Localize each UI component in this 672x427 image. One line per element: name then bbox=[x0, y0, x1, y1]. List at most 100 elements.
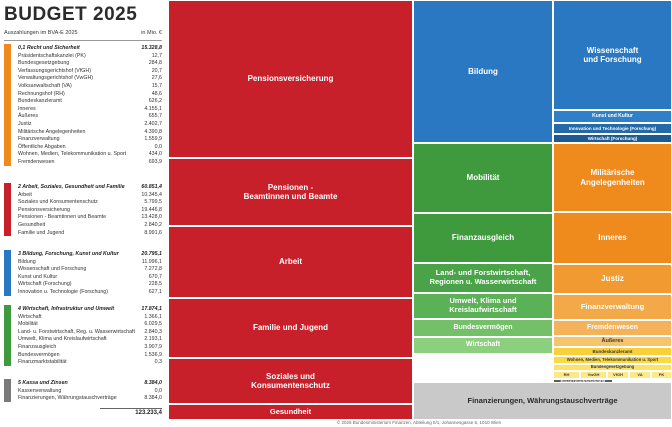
tile-label: Kunst und Kultur bbox=[592, 112, 633, 119]
legend-item-value: 13.428,0 bbox=[141, 214, 162, 221]
legend-item: Verfassungsgerichtshof (VfGH) 20,7 bbox=[18, 67, 162, 75]
legend-item-value: 15,7 bbox=[151, 83, 162, 89]
legend-item-label: Militärische Angelegenheiten bbox=[18, 128, 86, 135]
tile-label: Innovation und Technologie (Forschung) bbox=[568, 125, 657, 131]
legend-item-value: 8.991,6 bbox=[144, 229, 162, 236]
legend-item-label: Wissenschaft und Forschung bbox=[18, 266, 87, 273]
tile-label: Pensionsversicherung bbox=[247, 74, 334, 84]
tile-label: Bundeskanzleramt bbox=[592, 348, 633, 354]
treemap-tile: Bundeskanzleramt bbox=[553, 347, 672, 356]
legend-item: Innovation u. Technologie (Forschung) 627… bbox=[18, 288, 162, 296]
legend-item-label: Finanzierungen, Währungstauschverträge bbox=[18, 395, 117, 402]
treemap-tile: Bundesgesetzgebung bbox=[553, 364, 672, 371]
legend-item: Wissenschaft und Forschung 7.272,8 bbox=[18, 265, 162, 273]
legend-item-value: 19.446,8 bbox=[141, 206, 162, 213]
treemap-tile: Arbeit bbox=[168, 226, 413, 298]
treemap-tile: Pensionen - Beamtinnen und Beamte bbox=[168, 158, 413, 226]
legend-item-value: 434,0 bbox=[148, 151, 162, 158]
treemap-tile: Mobilität bbox=[413, 143, 553, 213]
treemap-tile: Bundesvermögen bbox=[413, 319, 553, 337]
legend-item-value: 6.029,5 bbox=[144, 321, 162, 328]
tile-label: Bundesgesetzgebung bbox=[590, 364, 635, 370]
legend-item-value: 7.272,8 bbox=[144, 266, 162, 273]
legend-item: Finanzierungen, Währungstauschverträge 8.… bbox=[18, 394, 162, 402]
legend-item-label: Bildung bbox=[18, 258, 36, 265]
tile-label: Umwelt, Klima und Kreislaufwirtschaft bbox=[449, 296, 517, 314]
legend-item: Land- u. Forstwirtschaft, Reg. u. Wasser… bbox=[18, 328, 162, 336]
legend-group-heading-label: 0,1 Recht und Sicherheit bbox=[18, 45, 80, 51]
treemap-tile: RH bbox=[553, 371, 580, 379]
legend-item-label: Umwelt, Klima und Kreislaufwirtschaft bbox=[18, 336, 107, 343]
legend-item-label: Öffentliche Abgaben bbox=[18, 143, 66, 150]
tile-label: Wissenschaft und Forschung bbox=[583, 45, 642, 64]
treemap-tile: Bildung bbox=[413, 0, 553, 143]
legend-item-label: Pensionsversicherung bbox=[18, 206, 71, 213]
treemap-tile: Wirtschaft (Forschung) bbox=[553, 134, 672, 143]
legend-item-label: Kunst und Kultur bbox=[18, 273, 58, 280]
subtitle: Auszahlungen im BVA-E 2025 bbox=[4, 30, 78, 36]
legend-item-value: 693,9 bbox=[148, 159, 162, 165]
legend-item: Wohnen, Medien, Telekommunikation u. Spo… bbox=[18, 150, 162, 158]
tile-label: Bundesvermögen bbox=[453, 323, 513, 331]
legend-item-value: 27,6 bbox=[151, 75, 162, 82]
legend-item: Kassenverwaltung 0,0 bbox=[18, 387, 162, 395]
legend-item-value: 2.193,1 bbox=[144, 336, 162, 343]
tile-label: Wirtschaft bbox=[465, 341, 501, 349]
treemap-tile: Umwelt, Klima und Kreislaufwirtschaft bbox=[413, 293, 553, 319]
legend-item-value: 20,7 bbox=[151, 67, 162, 74]
legend-item: Öffentliche Abgaben 0,0 bbox=[18, 143, 162, 151]
treemap-tile: Wohnen, Medien, Telekommunikation u. Spo… bbox=[553, 356, 672, 364]
legend-group-heading-label: 4 Wirtschaft, Infrastruktur und Umwelt bbox=[18, 306, 115, 312]
tile-label: Gesundheit bbox=[269, 406, 312, 416]
legend-item-label: Verwaltungsgerichtshof (VwGH) bbox=[18, 75, 94, 82]
legend-item-label: Wirtschaft (Forschung) bbox=[18, 281, 72, 288]
tile-label: VA bbox=[637, 371, 643, 377]
legend-item-label: Arbeit bbox=[18, 191, 32, 198]
legend-group-heading-value: 15.328,8 bbox=[141, 45, 162, 51]
legend-item-label: Kassenverwaltung bbox=[18, 387, 62, 394]
tile-label: Militärische Angelegenheiten bbox=[580, 168, 645, 187]
legend-item-label: Wirtschaft bbox=[18, 313, 42, 320]
legend-item: Pensionsversicherung 19.446,8 bbox=[18, 206, 162, 214]
group-color-bar bbox=[4, 183, 11, 237]
legend-item: Inneres 4.155,1 bbox=[18, 105, 162, 113]
legend-item: Wirtschaft (Forschung) 228,5 bbox=[18, 280, 162, 288]
treemap-tile: Finanzverwaltung bbox=[553, 294, 672, 320]
legend-item-label: Familie und Jugend bbox=[18, 229, 65, 236]
legend-item-label: Präsidentschaftskanzlei (PK) bbox=[18, 52, 86, 59]
tile-label: Land- und Forstwirtschaft, Regionen u. W… bbox=[429, 268, 537, 286]
legend-item-label: Soziales und Konsumentenschutz bbox=[18, 199, 98, 206]
legend-group-heading-value: 8.384,0 bbox=[144, 380, 162, 386]
treemap-tile: Äußeres bbox=[553, 336, 672, 347]
legend-item-label: Land- u. Forstwirtschaft, Reg. u. Wasser… bbox=[18, 328, 135, 335]
legend-item-value: 1.536,9 bbox=[144, 351, 162, 358]
legend-item-label: Fremdenwesen bbox=[18, 159, 55, 165]
group-color-bar bbox=[4, 44, 11, 166]
legend-item-value: 8.384,0 bbox=[144, 395, 162, 402]
tile-label: Wohnen, Medien, Telekommunikation u. Spo… bbox=[566, 356, 659, 362]
tile-label: Pensionen - Beamtinnen und Beamte bbox=[243, 182, 338, 201]
total-divider bbox=[100, 408, 162, 409]
tile-label: Soziales und Konsumentenschutz bbox=[251, 371, 330, 390]
legend-item: Äußeres 655,7 bbox=[18, 112, 162, 120]
legend-item-label: Pensionen - Beamtinnen und Beamte bbox=[18, 214, 107, 221]
legend-item-value: 1.366,1 bbox=[144, 313, 162, 320]
legend-item: Präsidentschaftskanzlei (PK) 12,7 bbox=[18, 52, 162, 60]
legend-item: Bundeskanzleramt 626,2 bbox=[18, 97, 162, 105]
legend-item: Pensionen - Beamtinnen und Beamte 13.428,… bbox=[18, 213, 162, 221]
legend-item: Fremdenwesen 693,9 bbox=[18, 158, 162, 166]
tile-label: Finanzmarktstabilität bbox=[558, 380, 607, 383]
unit-label: in Mio. € bbox=[141, 30, 162, 36]
legend-group-heading-label: 3 Bildung, Forschung, Kunst und Kultur bbox=[18, 251, 119, 257]
legend-item-label: Wohnen, Medien, Telekommunikation u. Spo… bbox=[18, 151, 127, 158]
tile-label: Mobilität bbox=[466, 173, 500, 183]
treemap-tile: VfGH bbox=[607, 371, 629, 379]
legend-item: Gesundheit 2.840,2 bbox=[18, 221, 162, 229]
legend-group-heading-value: 60.851,4 bbox=[141, 184, 162, 190]
legend-item-label: Bundeskanzleramt bbox=[18, 98, 62, 105]
treemap-tile: Militärische Angelegenheiten bbox=[553, 143, 672, 212]
legend-item: Bundesvermögen 1.536,9 bbox=[18, 351, 162, 359]
legend-item: Umwelt, Klima und Kreislaufwirtschaft 2.1… bbox=[18, 335, 162, 343]
treemap-tile: Justiz bbox=[553, 264, 672, 294]
legend-item-value: 2.402,7 bbox=[144, 121, 162, 127]
